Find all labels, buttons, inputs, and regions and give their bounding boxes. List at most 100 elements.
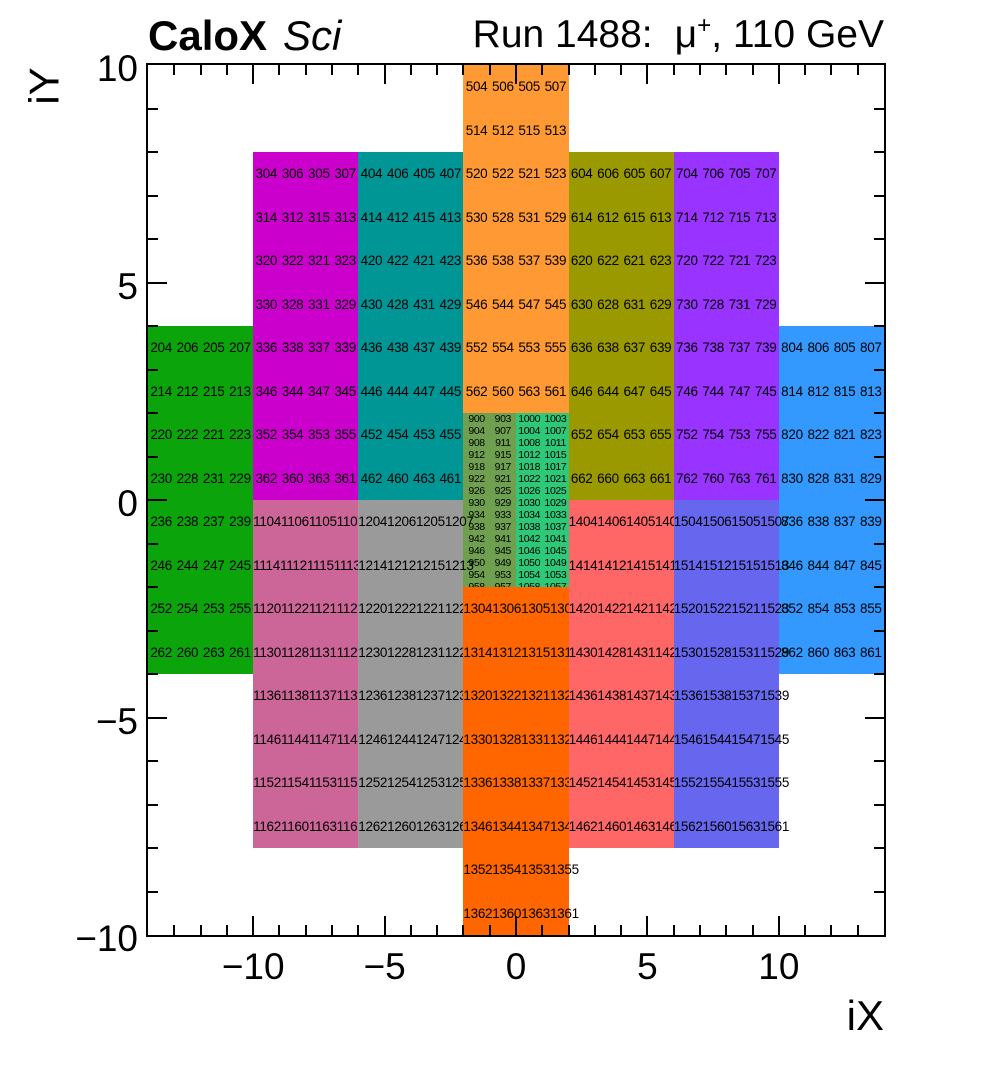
tick-mark — [646, 916, 649, 935]
channel-646: 646 — [570, 383, 593, 399]
channel-1262: 1262 — [358, 818, 388, 834]
channel-row: 746 744 747 745 — [674, 370, 779, 414]
channel-322: 322 — [281, 253, 304, 269]
channel-737: 737 — [728, 340, 751, 356]
channel-415: 415 — [413, 209, 435, 225]
channel-1123: 1123 — [336, 601, 365, 617]
channel-930: 930 — [468, 497, 485, 509]
tick-mark — [278, 925, 281, 935]
channel-1037: 1037 — [544, 521, 567, 533]
channel-704: 704 — [676, 166, 698, 182]
channel-1304: 1304 — [463, 601, 493, 617]
tick-mark — [874, 238, 884, 240]
channel-911: 911 — [495, 437, 511, 449]
channel-904: 904 — [468, 425, 485, 437]
tick-mark — [874, 629, 884, 632]
channel-1136: 1136 — [253, 688, 281, 704]
channel-262: 262 — [150, 644, 172, 660]
channel-807: 807 — [860, 340, 882, 356]
channel-row: 520 522 521 523 — [463, 152, 568, 196]
channel-1030: 1030 — [518, 497, 541, 509]
module-300: 304 306 305 307 314 312 315 313 320 322 321 323 330 3… — [253, 152, 359, 500]
channel-1354: 1354 — [492, 862, 522, 878]
channel-row: 714 712 715 713 — [674, 196, 779, 240]
channel-546: 546 — [465, 296, 488, 312]
tick-mark — [148, 499, 167, 501]
channel-338: 338 — [281, 340, 304, 356]
channel-753: 753 — [728, 427, 751, 443]
channel-row: 546 544 547 545 — [463, 283, 568, 327]
channel-1128: 1128 — [280, 644, 309, 660]
channel-1008: 1008 — [518, 437, 541, 449]
tick-mark — [874, 412, 884, 414]
channel-922: 922 — [468, 473, 485, 485]
channel-847: 847 — [833, 557, 856, 573]
module-1000: 1000 1003 1004 1007 1008 1011 1012 1015 1018 1017… — [516, 413, 569, 605]
channel-453: 453 — [413, 427, 435, 443]
channel-421: 421 — [413, 253, 435, 269]
channel-row: 862 860 863 861 — [779, 631, 884, 675]
channel-938: 938 — [468, 521, 485, 533]
channel-1105: 1105 — [308, 514, 337, 530]
channel-321: 321 — [308, 253, 330, 269]
channel-1207: 1207 — [444, 514, 474, 530]
channel-544: 544 — [492, 296, 514, 312]
tick-mark — [541, 925, 544, 935]
channel-row: 1120 1122 1121 1123 — [253, 587, 365, 631]
x-tick-label--10: −10 — [221, 946, 285, 987]
channel-763: 763 — [728, 470, 751, 486]
channel-1514: 1514 — [673, 557, 703, 573]
channel-row: 1520 1522 1521 1523 — [674, 587, 790, 631]
channel-925: 925 — [494, 485, 512, 497]
tick-mark — [357, 925, 360, 935]
channel-1015: 1015 — [544, 449, 567, 461]
channel-637: 637 — [623, 340, 646, 356]
module-1500: 1504 1506 1505 1507 1514 1512 1515 1513 1520 1522… — [673, 500, 790, 848]
channel-1454: 1454 — [597, 775, 627, 791]
channel-230: 230 — [150, 470, 172, 486]
channel-1011: 1011 — [544, 437, 566, 449]
channel-405: 405 — [413, 166, 435, 182]
channel-row: 552 554 553 555 — [463, 326, 568, 370]
channel-607: 607 — [649, 166, 672, 182]
y-tick-label--5: −5 — [95, 700, 138, 742]
channel-1152: 1152 — [253, 775, 281, 791]
channel-1260: 1260 — [387, 818, 416, 834]
channel-row: 1414 1412 1415 1413 — [569, 544, 685, 588]
channel-row: 346 344 347 345 — [253, 370, 358, 414]
channel-row: 704 706 705 707 — [674, 152, 779, 196]
tick-mark — [620, 925, 623, 935]
channel-row: 908 911 — [463, 437, 516, 449]
channel-1513: 1513 — [760, 557, 790, 573]
tick-mark — [436, 65, 439, 75]
channel-639: 639 — [649, 340, 672, 356]
channel-222: 222 — [176, 427, 199, 443]
tick-mark — [515, 916, 517, 935]
channel-903: 903 — [494, 413, 512, 425]
channel-514: 514 — [465, 122, 488, 138]
channel-945: 945 — [494, 545, 512, 557]
channel-row: 1262 1260 1263 1261 — [358, 805, 474, 849]
tick-mark — [620, 65, 623, 75]
channel-1538: 1538 — [702, 688, 732, 704]
channel-1153: 1153 — [308, 775, 337, 791]
channel-row: 1130 1128 1131 1129 — [253, 631, 365, 675]
tick-mark — [751, 925, 754, 935]
channel-1238: 1238 — [387, 688, 416, 704]
channel-552: 552 — [465, 340, 488, 356]
channel-747: 747 — [728, 383, 751, 399]
channel-447: 447 — [413, 383, 435, 399]
channel-row: 504 506 505 507 — [463, 65, 568, 109]
channel-row: 1536 1538 1537 1539 — [674, 674, 790, 718]
channel-761: 761 — [754, 470, 777, 486]
channel-207: 207 — [229, 340, 251, 356]
channel-220: 220 — [150, 427, 172, 443]
x-tick-label--5: −5 — [363, 946, 406, 987]
tick-mark — [331, 925, 333, 935]
channel-1431: 1431 — [626, 644, 656, 660]
tick-mark — [830, 65, 833, 75]
channel-730: 730 — [676, 296, 698, 312]
channel-row: 1246 1244 1247 1245 — [358, 718, 474, 762]
channel-606: 606 — [597, 166, 619, 182]
tick-mark — [148, 847, 158, 849]
